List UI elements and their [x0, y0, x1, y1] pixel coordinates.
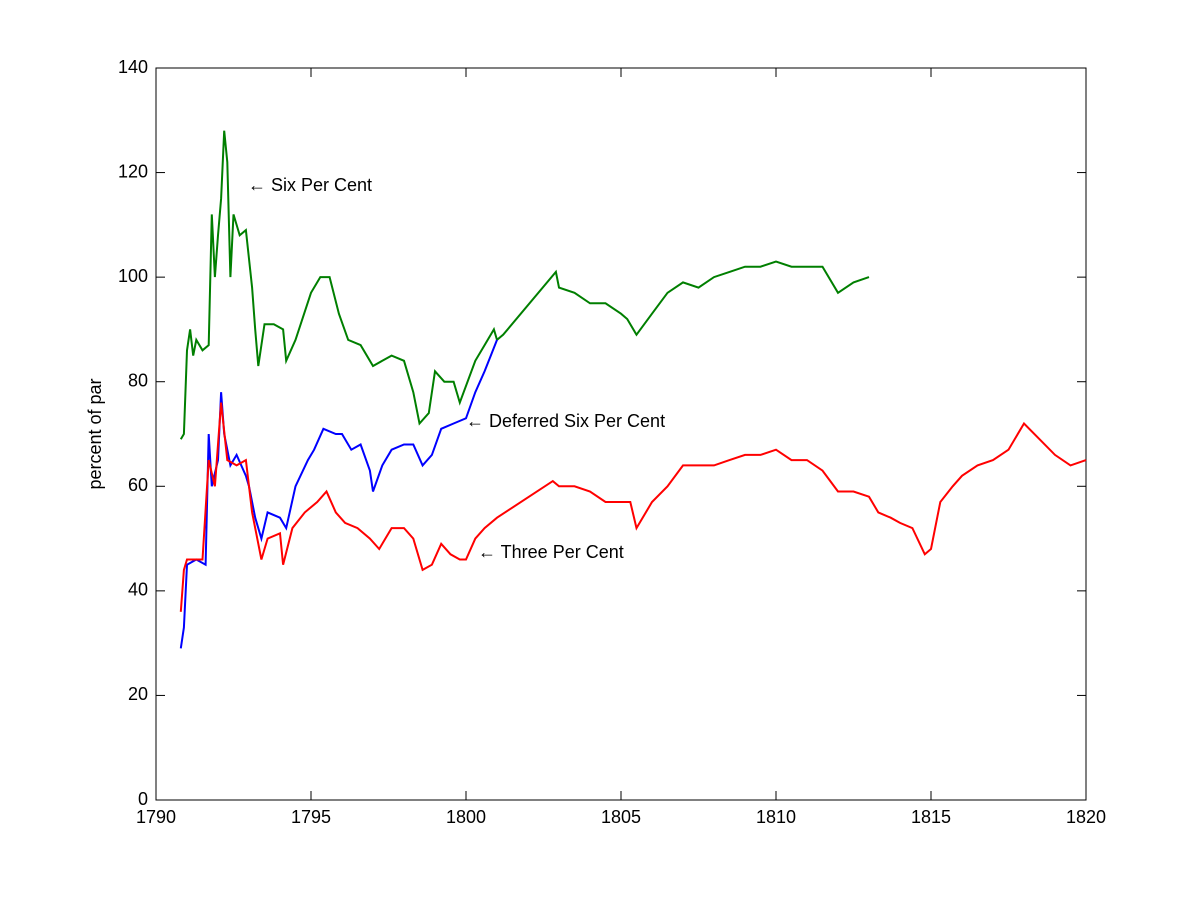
y-tick-label: 0 [138, 789, 148, 809]
annotation: ← Deferred Six Per Cent [466, 411, 665, 431]
y-tick-label: 60 [128, 475, 148, 495]
x-tick-label: 1800 [446, 807, 486, 827]
y-tick-label: 40 [128, 580, 148, 600]
x-tick-label: 1810 [756, 807, 796, 827]
y-axis-label: percent of par [85, 378, 105, 489]
y-tick-label: 120 [118, 161, 148, 181]
plot-area [155, 67, 1087, 801]
y-tick-label: 20 [128, 684, 148, 704]
y-tick-label: 140 [118, 57, 148, 77]
x-tick-label: 1795 [291, 807, 331, 827]
y-tick-label: 100 [118, 266, 148, 286]
line-series [179, 402, 1087, 612]
y-tick-label: 80 [128, 370, 148, 390]
x-tick-label: 1815 [911, 807, 951, 827]
x-tick-label: 1820 [1066, 807, 1106, 827]
line-series [179, 130, 870, 440]
annotation: ← Three Per Cent [478, 542, 624, 562]
annotation: ← Six Per Cent [248, 175, 372, 195]
x-tick-label: 1805 [601, 807, 641, 827]
x-tick-label: 1790 [136, 807, 176, 827]
